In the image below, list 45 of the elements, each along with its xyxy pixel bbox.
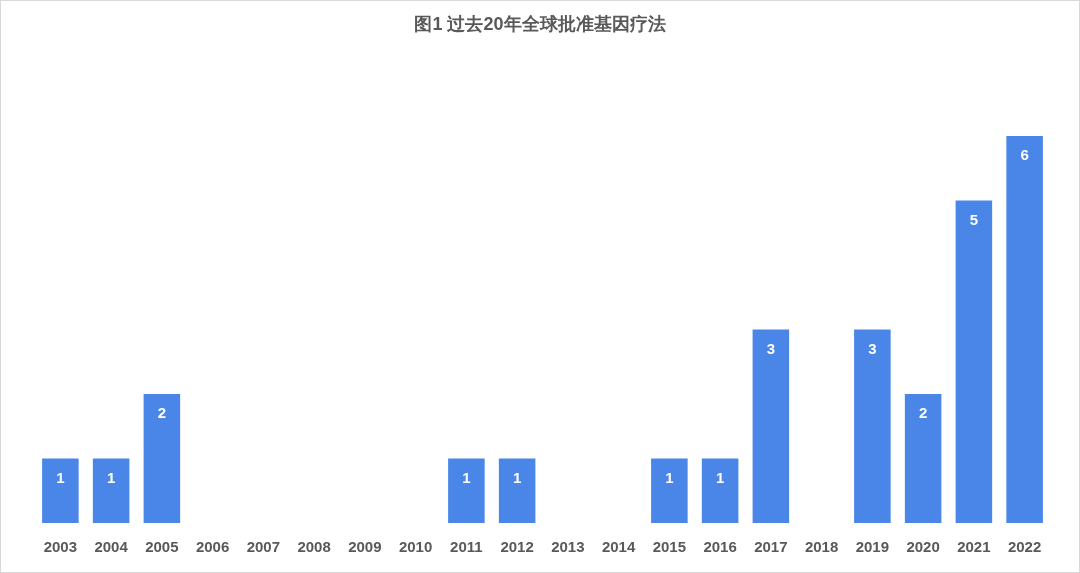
x-tick-label: 2016 xyxy=(703,538,737,555)
data-label: 3 xyxy=(868,339,877,357)
x-tick-label: 2005 xyxy=(145,538,179,555)
bar xyxy=(904,394,942,523)
data-label: 2 xyxy=(918,404,928,421)
x-tick-label: 2007 xyxy=(246,538,281,555)
data-label: 6 xyxy=(1020,146,1029,163)
data-label: 1 xyxy=(56,468,65,486)
x-tick-label: 2006 xyxy=(195,538,230,555)
x-tick-label: 2004 xyxy=(94,538,129,555)
data-label: 5 xyxy=(969,210,979,228)
x-tick-label: 2017 xyxy=(754,538,788,555)
x-tick-label: 2022 xyxy=(1007,538,1042,555)
data-label: 3 xyxy=(766,339,776,357)
bar xyxy=(854,329,891,523)
bar xyxy=(92,458,130,523)
bar xyxy=(701,458,739,523)
x-tick-label: 2013 xyxy=(551,538,585,555)
bar xyxy=(1006,136,1043,523)
x-tick-label: 2019 xyxy=(855,538,890,555)
bar xyxy=(448,458,485,523)
data-label: 1 xyxy=(462,468,471,486)
data-label: 1 xyxy=(715,468,725,486)
x-tick-label: 2010 xyxy=(398,538,433,555)
x-tick-label: 2015 xyxy=(652,538,687,555)
data-label: 1 xyxy=(512,468,522,486)
bar xyxy=(955,200,993,523)
x-tick-label: 2011 xyxy=(450,538,483,555)
x-tick-label: 2021 xyxy=(957,538,991,555)
bar xyxy=(651,458,688,523)
x-tick-label: 2012 xyxy=(500,538,534,555)
chart-title: 图1 过去20年全球批准基因疗法 xyxy=(414,14,666,34)
bar xyxy=(498,458,536,523)
data-label: 1 xyxy=(106,468,116,486)
x-tick-label: 2003 xyxy=(43,538,78,555)
bar xyxy=(42,458,79,523)
x-tick-label: 2014 xyxy=(601,538,636,555)
bar xyxy=(752,329,790,523)
x-tick-label: 2020 xyxy=(906,538,940,555)
x-tick-label: 2018 xyxy=(804,538,839,555)
bar xyxy=(143,394,181,523)
x-tick-label: 2009 xyxy=(348,538,382,555)
x-tick-label: 2008 xyxy=(297,538,331,555)
data-label: 2 xyxy=(157,404,167,421)
data-label: 1 xyxy=(665,468,674,486)
